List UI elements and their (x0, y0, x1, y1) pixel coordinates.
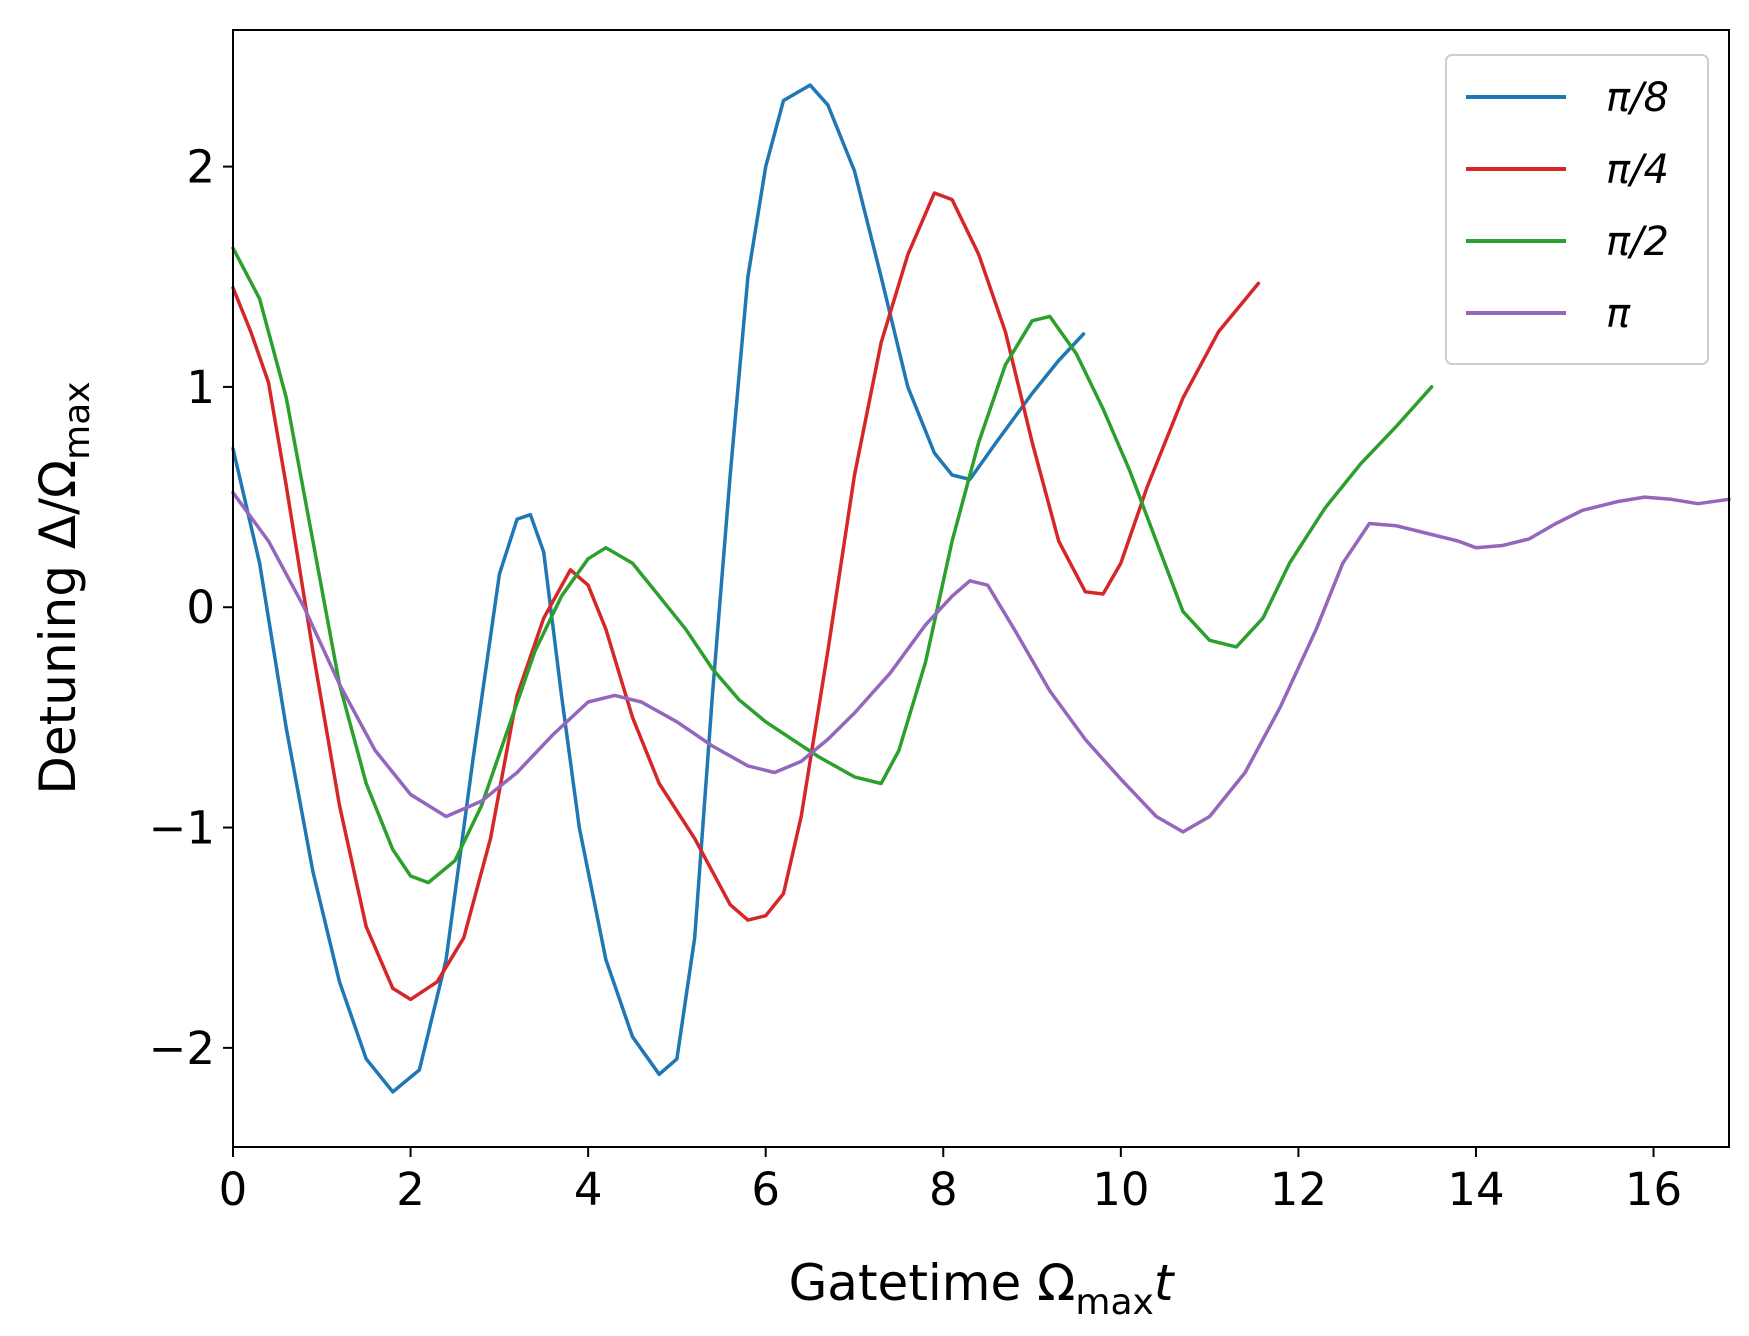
axes-frame (232, 29, 1730, 1148)
legend: π/8 π/4 π/2 π (1445, 54, 1709, 365)
legend-label: π/4 (1606, 147, 1669, 193)
series-line-1 (231, 83, 1086, 1094)
x-tick-label: 14 (1447, 1163, 1504, 1216)
x-tick-label: 4 (574, 1163, 603, 1216)
x-tick-label: 2 (396, 1163, 425, 1216)
legend-label: π/8 (1606, 75, 1669, 121)
y-axis-label: Detuning Δ/Ωmax (29, 381, 98, 794)
legend-box (1445, 54, 1709, 365)
y-tick-label: −1 (149, 802, 215, 855)
y-tick-label: 2 (186, 141, 215, 194)
series-lines (231, 83, 1731, 1094)
x-tick-label: 16 (1625, 1163, 1682, 1216)
x-tick-label: 0 (219, 1163, 248, 1216)
legend-label: π (1606, 291, 1631, 337)
legend-label: π/2 (1606, 219, 1669, 265)
x-tick-label: 12 (1270, 1163, 1327, 1216)
series-line-2 (231, 191, 1261, 1002)
series-line-4 (231, 490, 1731, 834)
x-tick-label: 10 (1092, 1163, 1149, 1216)
x-axis-label: Gatetime Ωmaxt (789, 1254, 1176, 1323)
y-tick-label: −2 (149, 1022, 215, 1075)
x-tick-label: 6 (751, 1163, 780, 1216)
series-line-3 (231, 246, 1434, 885)
x-tick-label: 8 (929, 1163, 958, 1216)
y-tick-label: 0 (186, 581, 215, 634)
y-tick-label: 1 (186, 361, 215, 414)
